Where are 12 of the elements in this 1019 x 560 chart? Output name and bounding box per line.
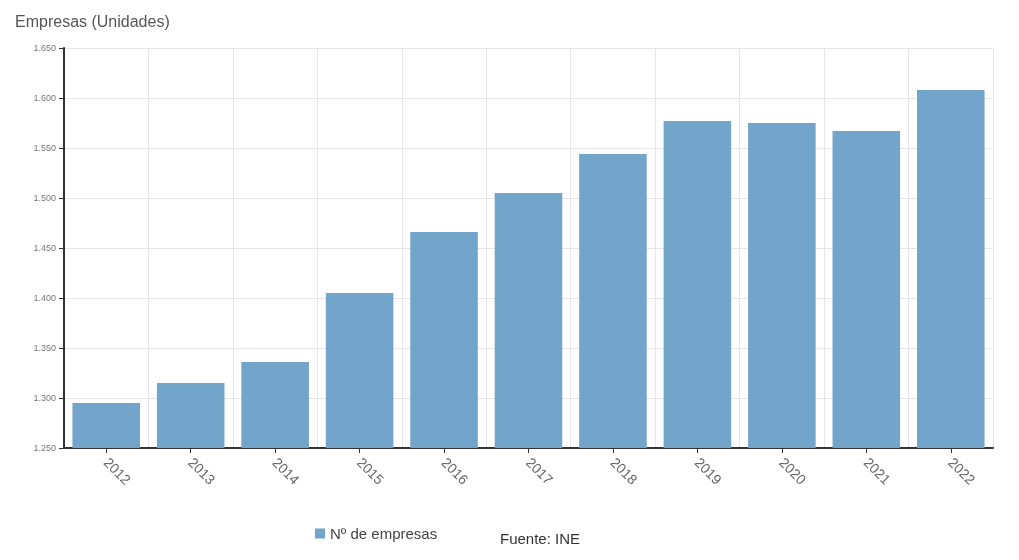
y-tick-label: 1.300 <box>33 393 56 403</box>
y-tick-label: 1.550 <box>33 143 56 153</box>
y-tick-label: 1.650 <box>33 43 56 53</box>
y-axis-title: Empresas (Unidades) <box>15 12 170 30</box>
y-tick-label: 1.600 <box>33 93 56 103</box>
y-tick-label: 1.400 <box>33 293 56 303</box>
y-tick-label: 1.450 <box>33 243 56 253</box>
source-note: Fuente: INE <box>500 530 581 547</box>
y-tick-label: 1.500 <box>33 193 56 203</box>
legend-label: Nº de empresas <box>330 525 438 542</box>
y-tick-label: 1.250 <box>33 443 56 453</box>
y-tick-label: 1.350 <box>33 343 56 353</box>
